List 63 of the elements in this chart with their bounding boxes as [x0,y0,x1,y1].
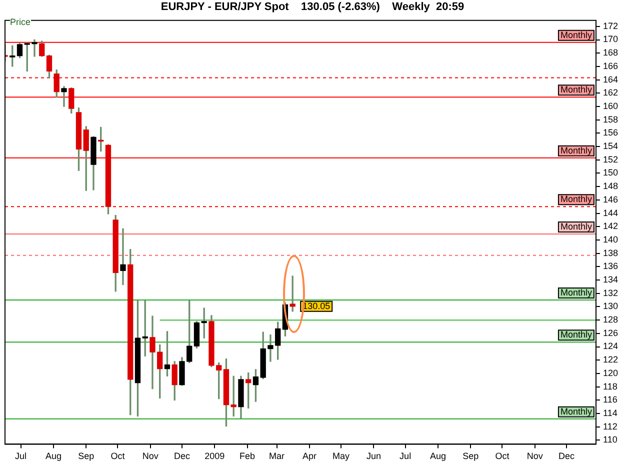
x-tick-label: Sep [462,451,479,462]
y-tick-label: 116 [602,394,618,405]
y-tick-label: 164 [602,74,618,84]
x-tick-label: Feb [240,451,256,462]
ref-line-label: Monthly [560,30,592,40]
y-tick-label: 128 [602,314,618,325]
x-tick-label: 2009 [204,451,225,462]
y-tick-label: 138 [602,248,618,258]
y-tick-label: 126 [602,328,618,338]
y-tick-label: 144 [602,208,618,218]
y-tick-label: 146 [602,194,618,204]
x-tick-label: Oct [495,451,510,462]
ref-line-label: Monthly [560,288,592,298]
y-tick-label: 136 [602,261,618,272]
y-tick-label: 154 [602,141,618,152]
y-tick-label: 130 [602,301,618,312]
candlestick [61,86,67,107]
y-tick-label: 124 [602,341,618,352]
y-tick-label: 162 [602,88,618,98]
y-tick-label: 122 [602,354,618,365]
y-tick-label: 120 [602,368,618,378]
y-tick-label: 168 [602,48,618,58]
y-tick-label: 134 [602,274,618,285]
x-tick-label: Jun [366,451,381,462]
candlestick [120,228,126,286]
y-tick-label: 132 [602,288,618,298]
y-tick-label: 156 [602,128,618,138]
ref-line-label: Monthly [560,221,592,232]
x-tick-label: May [332,451,350,462]
chart-title: EURJPY - EUR/JPY Spot 130.05 (-2.63%) Weekly 20:59 [160,1,466,13]
x-tick-label: Apr [302,451,316,462]
y-tick-label: 140 [602,234,618,244]
y-tick-label: 158 [602,114,618,124]
x-tick-label: Aug [45,451,62,462]
x-tick-label: Dec [558,451,575,462]
y-tick-label: 172 [602,20,618,31]
ref-line-label: Monthly [560,194,592,204]
x-tick-label: Dec [174,451,190,462]
x-tick-label: Nov [142,451,159,462]
x-tick-label: Mar [269,451,285,462]
y-tick-label: 112 [602,421,618,432]
ref-line-label: Monthly [560,330,592,340]
y-tick-label: 118 [602,381,618,392]
y-tick-label: 114 [602,408,618,418]
y-axis-title: Price [10,17,31,27]
x-tick-label: Jul [15,451,27,462]
ref-line-label: Monthly [560,84,592,95]
ref-line-label: Monthly [560,406,592,416]
y-tick-label: 160 [602,100,618,111]
x-tick-label: Nov [526,451,544,462]
x-tick-label: Oct [110,451,126,462]
y-tick-label: 152 [602,154,618,164]
ref-line-label: Monthly [560,145,592,156]
x-tick-label: Sep [78,451,94,462]
x-tick-label: Aug [430,451,446,462]
y-tick-label: 166 [602,60,618,71]
y-tick-label: 142 [602,221,618,232]
x-tick-label: Jul [400,451,412,462]
y-tick-label: 170 [602,34,618,44]
y-tick-label: 150 [602,168,618,178]
annotation: 130.05 [302,300,330,311]
y-tick-label: 148 [602,181,618,192]
y-tick-label: 110 [602,434,618,445]
